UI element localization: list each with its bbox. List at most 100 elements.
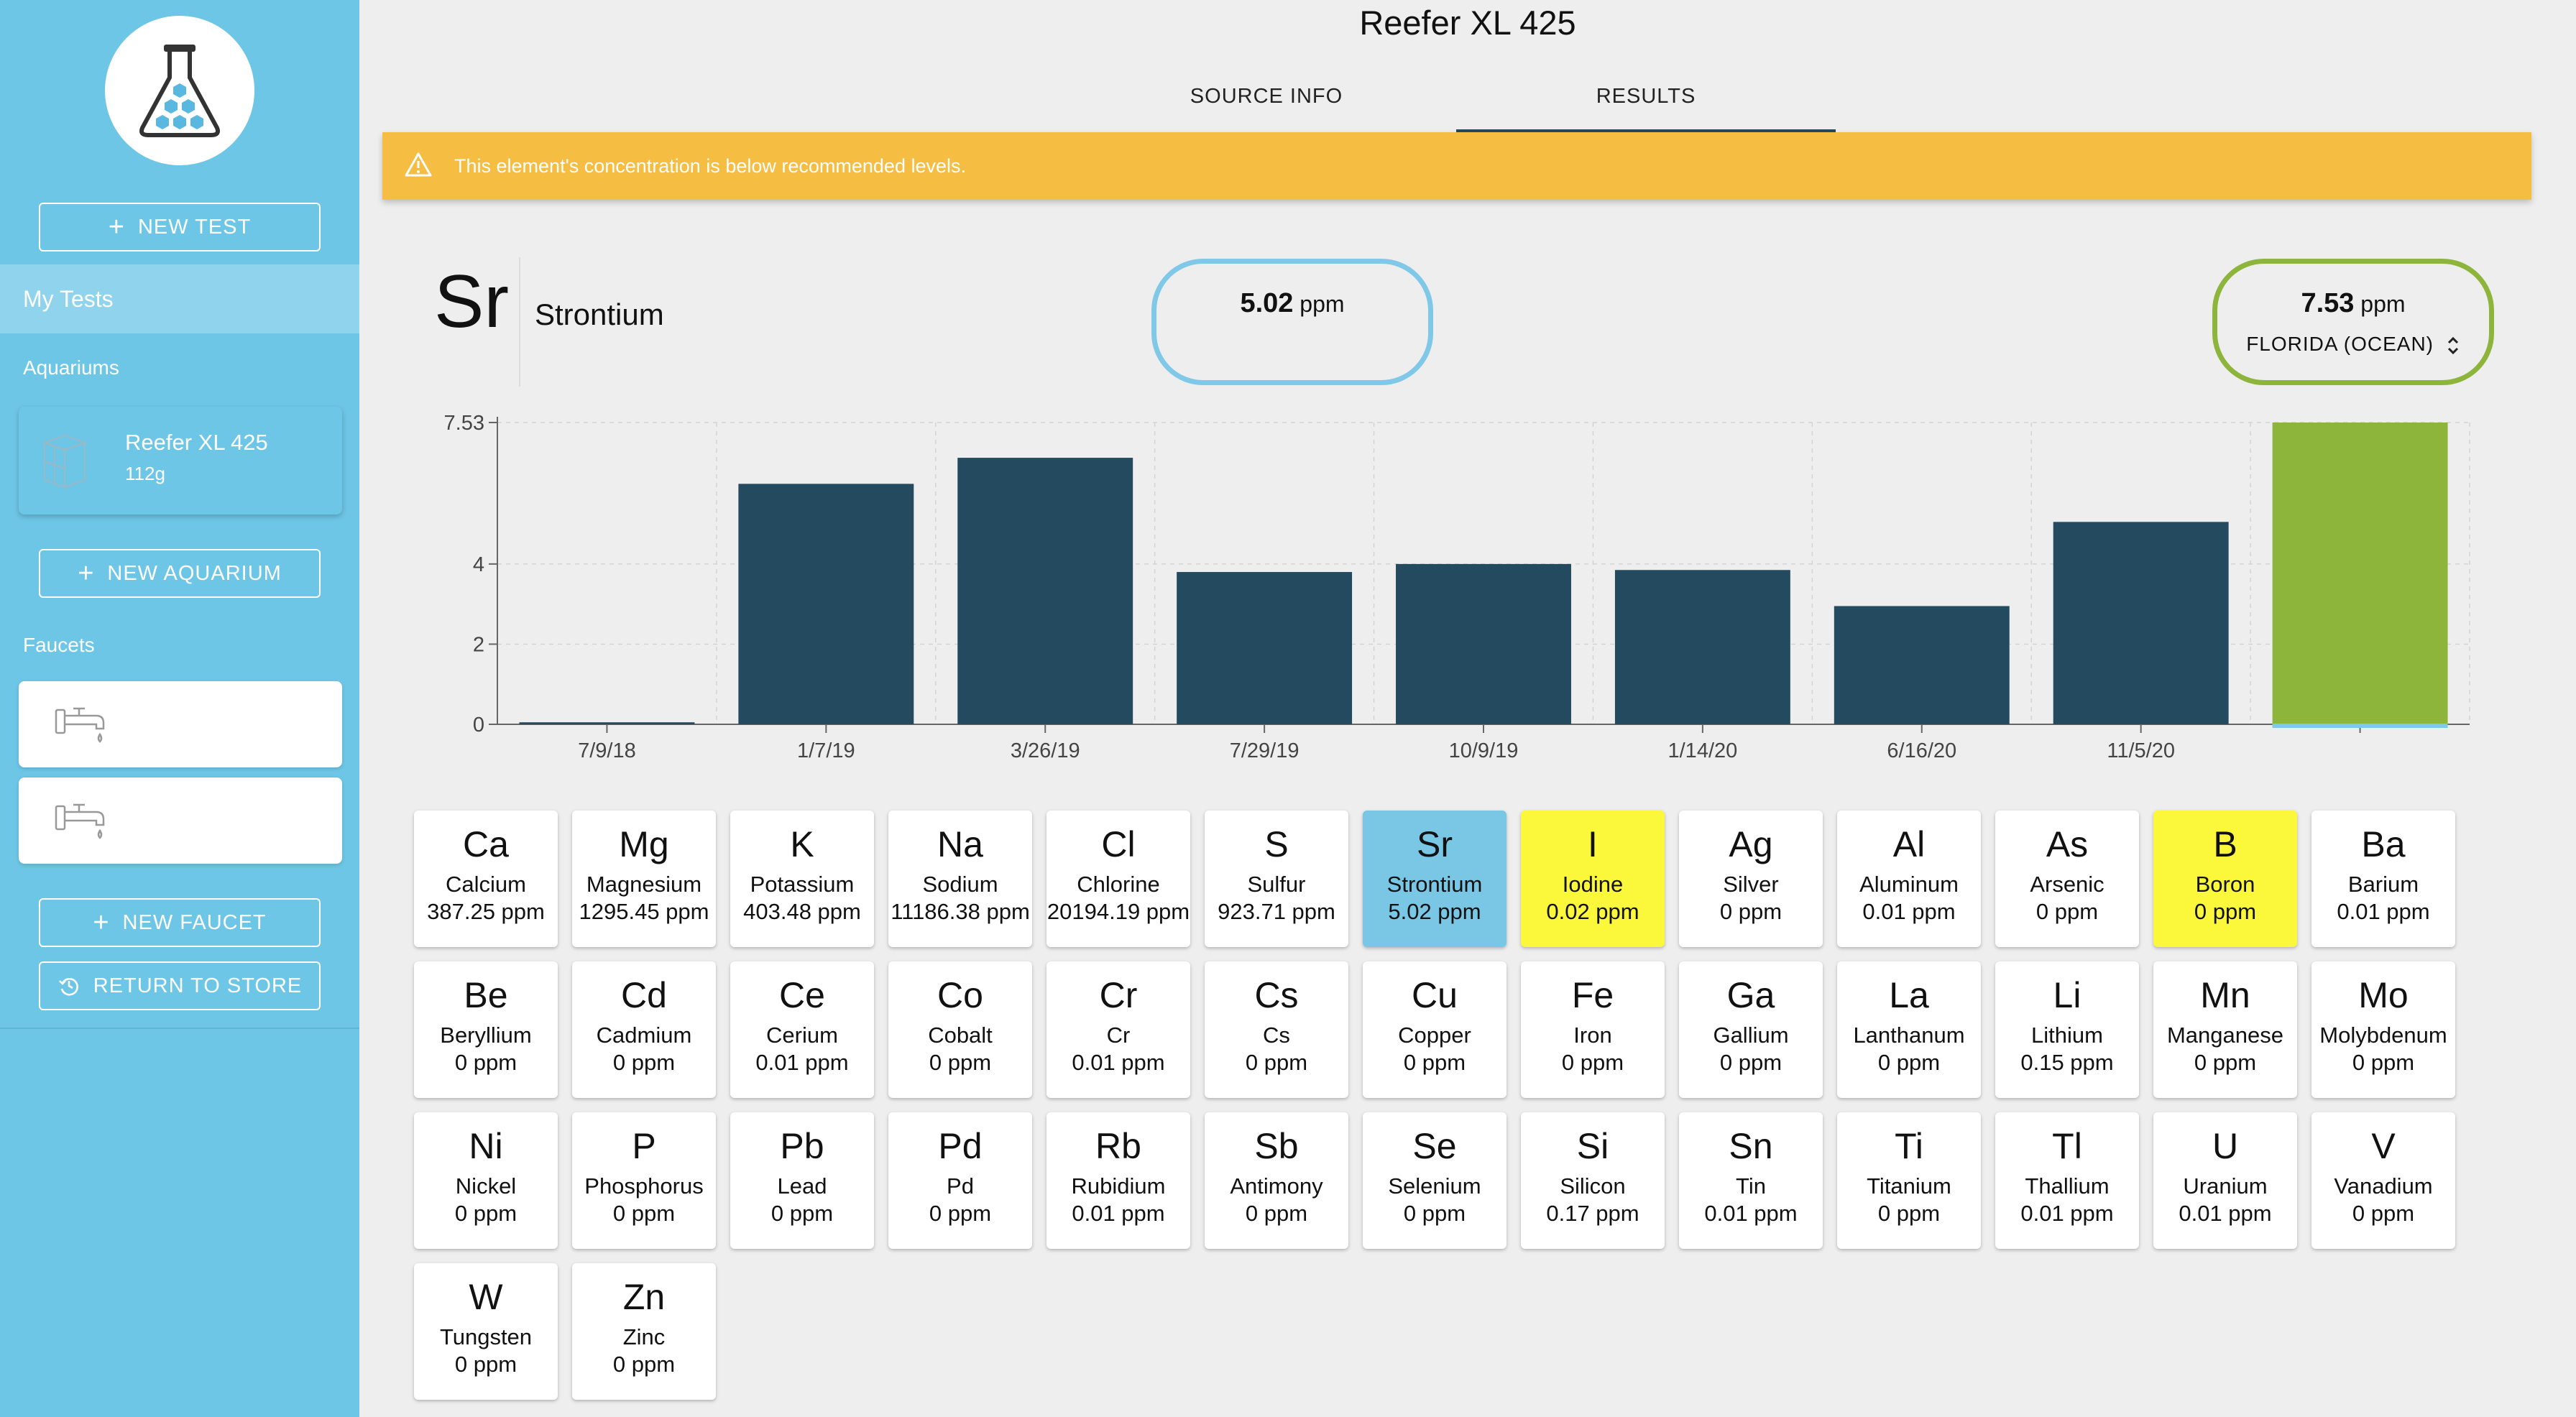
target-location-select[interactable]: FLORIDA (OCEAN) — [2217, 333, 2489, 356]
element-tile-cs[interactable]: Cs Cs 0 ppm — [1205, 961, 1348, 1098]
faucet-card[interactable] — [19, 681, 342, 767]
sidebar-item-my-tests[interactable]: My Tests — [0, 264, 359, 333]
element-tile-ag[interactable]: Ag Silver 0 ppm — [1679, 811, 1823, 947]
tile-symbol: Sn — [1729, 1126, 1773, 1166]
element-tile-na[interactable]: Na Sodium 11186.38 ppm — [888, 811, 1032, 947]
element-tile-se[interactable]: Se Selenium 0 ppm — [1363, 1112, 1506, 1249]
element-tile-tl[interactable]: Tl Thallium 0.01 ppm — [1995, 1112, 2139, 1249]
tile-name: Potassium — [750, 872, 855, 897]
target-bar — [2272, 423, 2448, 724]
element-tile-li[interactable]: Li Lithium 0.15 ppm — [1995, 961, 2139, 1098]
element-tile-rb[interactable]: Rb Rubidium 0.01 ppm — [1046, 1112, 1190, 1249]
tile-value: 0 ppm — [1561, 1050, 1624, 1075]
return-to-store-label: RETURN TO STORE — [93, 974, 303, 997]
element-tile-cl[interactable]: Cl Chlorine 20194.19 ppm — [1046, 811, 1190, 947]
tile-name: Cobalt — [928, 1023, 993, 1048]
element-tile-be[interactable]: Be Beryllium 0 ppm — [414, 961, 558, 1098]
data-bar — [2053, 522, 2229, 724]
element-tile-v[interactable]: V Vanadium 0 ppm — [2312, 1112, 2455, 1249]
tile-value: 0 ppm — [2194, 1050, 2257, 1075]
tile-value: 0 ppm — [454, 1201, 518, 1226]
tile-name: Silicon — [1560, 1173, 1626, 1199]
app-logo[interactable] — [105, 16, 254, 165]
tile-symbol: Ce — [779, 975, 825, 1015]
sidebar-divider — [0, 1028, 359, 1029]
y-tick-label: 0 — [473, 714, 484, 737]
tile-value: 0 ppm — [929, 1201, 992, 1226]
tile-value: 0 ppm — [612, 1050, 676, 1075]
tile-value: 0 ppm — [454, 1352, 518, 1377]
element-tile-pd[interactable]: Pd Pd 0 ppm — [888, 1112, 1032, 1249]
tile-value: 0 ppm — [612, 1201, 676, 1226]
data-bar — [738, 484, 914, 724]
element-tile-as[interactable]: As Arsenic 0 ppm — [1995, 811, 2139, 947]
element-tile-zn[interactable]: Zn Zinc 0 ppm — [572, 1263, 716, 1400]
tab-results[interactable]: RESULTS — [1456, 72, 1836, 133]
element-tile-cr[interactable]: Cr Cr 0.01 ppm — [1046, 961, 1190, 1098]
tile-name: Lanthanum — [1853, 1023, 1965, 1048]
element-tile-b[interactable]: B Boron 0 ppm — [2153, 811, 2297, 947]
element-tile-cu[interactable]: Cu Copper 0 ppm — [1363, 961, 1506, 1098]
element-tile-sn[interactable]: Sn Tin 0.01 ppm — [1679, 1112, 1823, 1249]
element-tile-sr[interactable]: Sr Strontium 5.02 ppm — [1363, 811, 1506, 947]
return-to-store-button[interactable]: RETURN TO STORE — [39, 961, 321, 1010]
element-tile-ce[interactable]: Ce Cerium 0.01 ppm — [730, 961, 874, 1098]
new-aquarium-label: NEW AQUARIUM — [107, 561, 282, 585]
tile-name: Cadmium — [596, 1023, 692, 1048]
element-tile-sb[interactable]: Sb Antimony 0 ppm — [1205, 1112, 1348, 1249]
x-tick-label: 6/16/20 — [1887, 739, 1956, 762]
element-tile-p[interactable]: P Phosphorus 0 ppm — [572, 1112, 716, 1249]
measured-reading: 5.02 ppm — [1156, 288, 1428, 319]
tile-symbol: S — [1264, 824, 1289, 864]
faucet-card[interactable] — [19, 777, 342, 864]
element-tile-ti[interactable]: Ti Titanium 0 ppm — [1837, 1112, 1981, 1249]
measured-value-pill: 5.02 ppm — [1151, 259, 1433, 385]
element-tile-mg[interactable]: Mg Magnesium 1295.45 ppm — [572, 811, 716, 947]
element-tile-cd[interactable]: Cd Cadmium 0 ppm — [572, 961, 716, 1098]
element-tile-si[interactable]: Si Silicon 0.17 ppm — [1521, 1112, 1665, 1249]
element-tile-pb[interactable]: Pb Lead 0 ppm — [730, 1112, 874, 1249]
element-tile-ga[interactable]: Ga Gallium 0 ppm — [1679, 961, 1823, 1098]
element-tile-ba[interactable]: Ba Barium 0.01 ppm — [2312, 811, 2455, 947]
tile-name: Strontium — [1386, 872, 1483, 897]
new-faucet-button[interactable]: + NEW FAUCET — [39, 898, 321, 947]
tile-symbol: Ba — [2361, 824, 2406, 864]
tile-symbol: B — [2213, 824, 2237, 864]
element-tile-fe[interactable]: Fe Iron 0 ppm — [1521, 961, 1665, 1098]
tile-name: Lithium — [2031, 1023, 2103, 1048]
element-tile-la[interactable]: La Lanthanum 0 ppm — [1837, 961, 1981, 1098]
tile-name: Arsenic — [2030, 872, 2104, 897]
tile-value: 0.01 ppm — [2337, 899, 2430, 924]
element-tile-mo[interactable]: Mo Molybdenum 0 ppm — [2312, 961, 2455, 1098]
tile-value: 0 ppm — [2352, 1201, 2415, 1226]
element-tile-al[interactable]: Al Aluminum 0.01 ppm — [1837, 811, 1981, 947]
tile-name: Gallium — [1713, 1023, 1789, 1048]
new-test-button[interactable]: + NEW TEST — [39, 203, 321, 251]
faucet-icon — [55, 803, 105, 839]
history-bar-chart: 0 2 4 7.53 7/9/18 1/7/19 3/26/19 7/29/19 10/9/19… — [444, 412, 2470, 762]
element-tile-k[interactable]: K Potassium 403.48 ppm — [730, 811, 874, 947]
plus-icon: + — [108, 212, 125, 242]
tab-source-info[interactable]: SOURCE INFO — [1077, 72, 1456, 129]
aquarium-card[interactable]: Reefer XL 425 112g — [19, 407, 342, 514]
element-tile-co[interactable]: Co Cobalt 0 ppm — [888, 961, 1032, 1098]
element-tile-u[interactable]: U Uranium 0.01 ppm — [2153, 1112, 2297, 1249]
element-tile-ni[interactable]: Ni Nickel 0 ppm — [414, 1112, 558, 1249]
tile-symbol: Se — [1412, 1126, 1457, 1166]
element-tile-i[interactable]: I Iodine 0.02 ppm — [1521, 811, 1665, 947]
element-tile-ca[interactable]: Ca Calcium 387.25 ppm — [414, 811, 558, 947]
tile-symbol: Ti — [1895, 1126, 1923, 1166]
tile-symbol: Cl — [1101, 824, 1136, 864]
tile-name: Selenium — [1388, 1173, 1481, 1199]
tile-name: Vanadium — [2334, 1173, 2433, 1199]
element-tile-mn[interactable]: Mn Manganese 0 ppm — [2153, 961, 2297, 1098]
tile-value: 0.17 ppm — [1546, 1201, 1639, 1226]
alert-text: This element's concentration is below re… — [454, 155, 966, 177]
aquariums-heading: Aquariums — [23, 356, 119, 379]
data-bar — [1396, 563, 1571, 724]
tile-value: 0 ppm — [1719, 899, 1782, 924]
element-tile-s[interactable]: S Sulfur 923.71 ppm — [1205, 811, 1348, 947]
element-tile-w[interactable]: W Tungsten 0 ppm — [414, 1263, 558, 1400]
tile-symbol: Mn — [2200, 975, 2250, 1015]
new-aquarium-button[interactable]: + NEW AQUARIUM — [39, 549, 321, 598]
